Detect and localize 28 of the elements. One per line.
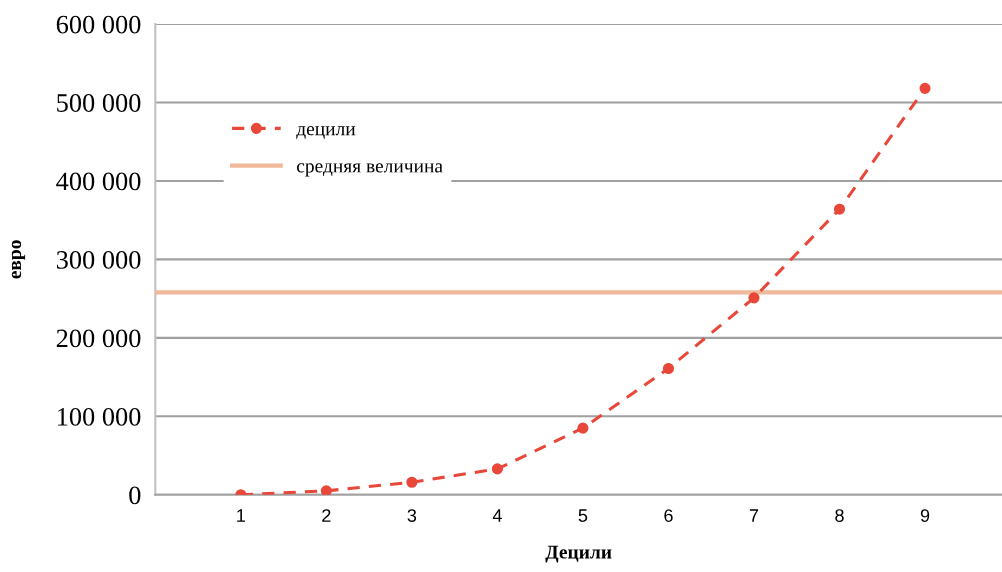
x-axis-title: Децили [545,545,612,563]
point [491,463,503,475]
x-tick-label: 7 [749,509,759,522]
y-tick-label: 0 [129,486,141,505]
x-tick-label: 1 [237,509,245,522]
x-tick-label: 2 [322,509,331,522]
x-tick-label: 9 [920,509,930,522]
y-tick-label: 500 000 [57,94,141,112]
point [748,292,760,304]
point [833,203,846,215]
legend-label: децили [296,126,356,139]
point [662,362,675,375]
point [406,476,418,488]
x-tick-label: 4 [492,509,502,522]
x-tick-label: 8 [835,509,844,522]
point [577,422,589,434]
y-tick-label: 200 000 [56,329,141,348]
y-tick-label: 100 000 [57,407,141,426]
y-tick-label: 400 000 [56,172,141,191]
y-tick-label: 600 000 [56,15,141,34]
x-tick-label: 6 [664,509,673,522]
y-axis-title: евро [11,240,26,279]
point [320,485,332,495]
legend-label: средняя величина [296,163,443,177]
y-tick-label: 300 000 [56,251,141,269]
x-tick-label: 5 [578,509,588,522]
point [919,82,931,94]
x-tick-label: 3 [407,509,417,522]
